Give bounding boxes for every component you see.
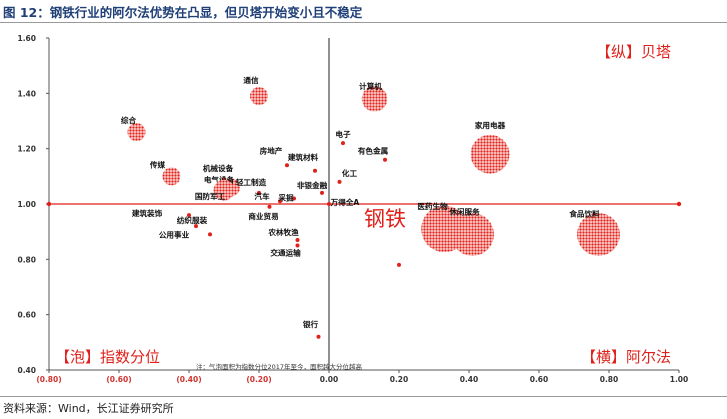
data-point xyxy=(397,262,401,267)
point-label: 电气设备 xyxy=(204,174,235,184)
data-point xyxy=(451,212,494,256)
point-label: 轻工制造 xyxy=(236,177,267,187)
source-divider xyxy=(0,396,727,397)
point-label: 化工 xyxy=(342,168,358,178)
y-tick-label: 1.00 xyxy=(17,200,36,209)
figure-title: 图 12：钢铁行业的阿尔法优势在凸显，但贝塔开始变小且不稳定 xyxy=(3,4,363,20)
point-label: 建筑材料 xyxy=(287,152,319,162)
point-label: 银行 xyxy=(302,319,319,329)
data-point xyxy=(316,334,321,339)
data-point xyxy=(295,243,300,248)
quadrant-label-bottom-left: 【泡】指数分位 xyxy=(55,348,160,366)
data-point xyxy=(337,179,342,184)
data-point xyxy=(267,204,272,209)
y-tick-label: 1.60 xyxy=(17,34,36,43)
reference-line-end-left xyxy=(46,201,52,207)
data-point xyxy=(320,190,324,195)
x-tick-label: (0.80) xyxy=(36,375,61,384)
point-label: 通信 xyxy=(243,75,259,85)
point-label: 建筑装饰 xyxy=(131,208,163,218)
y-tick-label: 0.80 xyxy=(17,255,36,264)
point-label: 房地产 xyxy=(260,145,283,155)
y-tick-label: 1.40 xyxy=(17,89,36,98)
x-tick-label: 1.00 xyxy=(670,375,689,384)
data-point xyxy=(295,237,300,242)
data-point xyxy=(361,86,388,112)
data-point xyxy=(383,157,387,162)
point-label: 交通运输 xyxy=(270,248,301,258)
x-tick-label: 0.00 xyxy=(320,375,339,384)
point-label: 医药生物 xyxy=(417,201,448,211)
data-point xyxy=(470,134,510,174)
data-point xyxy=(285,163,289,168)
highlight-label: 钢铁 xyxy=(364,207,406,231)
point-label: 综合 xyxy=(121,115,137,125)
data-point xyxy=(257,190,261,195)
x-tick-label: 0.60 xyxy=(530,375,549,384)
data-point xyxy=(278,199,282,204)
point-label: 电子 xyxy=(335,129,351,139)
point-label: 传媒 xyxy=(149,159,166,169)
x-tick-label: (0.40) xyxy=(176,375,201,384)
point-label: 国防军工 xyxy=(195,191,226,201)
reference-line-end-right xyxy=(676,201,682,207)
point-label: 商业贸易 xyxy=(248,211,278,221)
point-label: 食品饮料 xyxy=(569,208,600,218)
data-point xyxy=(327,202,331,206)
data-point xyxy=(292,196,296,201)
point-label: 计算机 xyxy=(359,81,382,91)
title-divider xyxy=(0,22,727,23)
point-label: 万得全A xyxy=(330,197,360,207)
data-point xyxy=(213,179,235,201)
y-tick-label: 0.40 xyxy=(17,366,36,375)
x-tick-label: 0.40 xyxy=(460,375,479,384)
data-point xyxy=(194,224,198,229)
point-label: 有色金属 xyxy=(358,146,389,156)
point-label: 采掘 xyxy=(277,192,294,202)
y-tick-label: 0.60 xyxy=(17,311,36,320)
source-note: 资料来源：Wind，长江证券研究所 xyxy=(3,402,174,415)
point-label: 机械设备 xyxy=(203,163,234,173)
data-point xyxy=(341,141,345,146)
quadrant-label-bottom-right: 【横】阿尔法 xyxy=(581,348,671,366)
point-label: 休闲服务 xyxy=(448,206,480,216)
data-point xyxy=(162,167,181,186)
y-tick-label: 1.20 xyxy=(17,145,36,154)
point-label: 家用电器 xyxy=(475,120,506,130)
x-tick-label: (0.20) xyxy=(246,375,271,384)
quadrant-label-top-right: 【纵】贝塔 xyxy=(596,43,671,61)
point-label: 非银金融 xyxy=(297,180,328,190)
point-label: 公用事业 xyxy=(159,229,190,239)
figure-title-bar: 图 12：钢铁行业的阿尔法优势在凸显，但贝塔开始变小且不稳定 xyxy=(0,0,727,22)
x-tick-label: 0.20 xyxy=(390,375,409,384)
data-point xyxy=(577,212,620,256)
point-label: 纺织服装 xyxy=(177,215,208,225)
data-point xyxy=(127,123,146,142)
point-label: 农林牧渔 xyxy=(267,227,299,237)
data-point xyxy=(187,213,191,218)
point-label: 汽车 xyxy=(254,191,270,201)
data-point xyxy=(249,87,269,106)
x-tick-label: 0.80 xyxy=(600,375,619,384)
data-point xyxy=(208,232,212,237)
x-tick-label: (0.60) xyxy=(106,375,131,384)
data-point xyxy=(313,168,317,173)
bubble-size-note: 注：气泡面积为指数分位2017年至今，面积越大分位越高 xyxy=(196,362,363,371)
